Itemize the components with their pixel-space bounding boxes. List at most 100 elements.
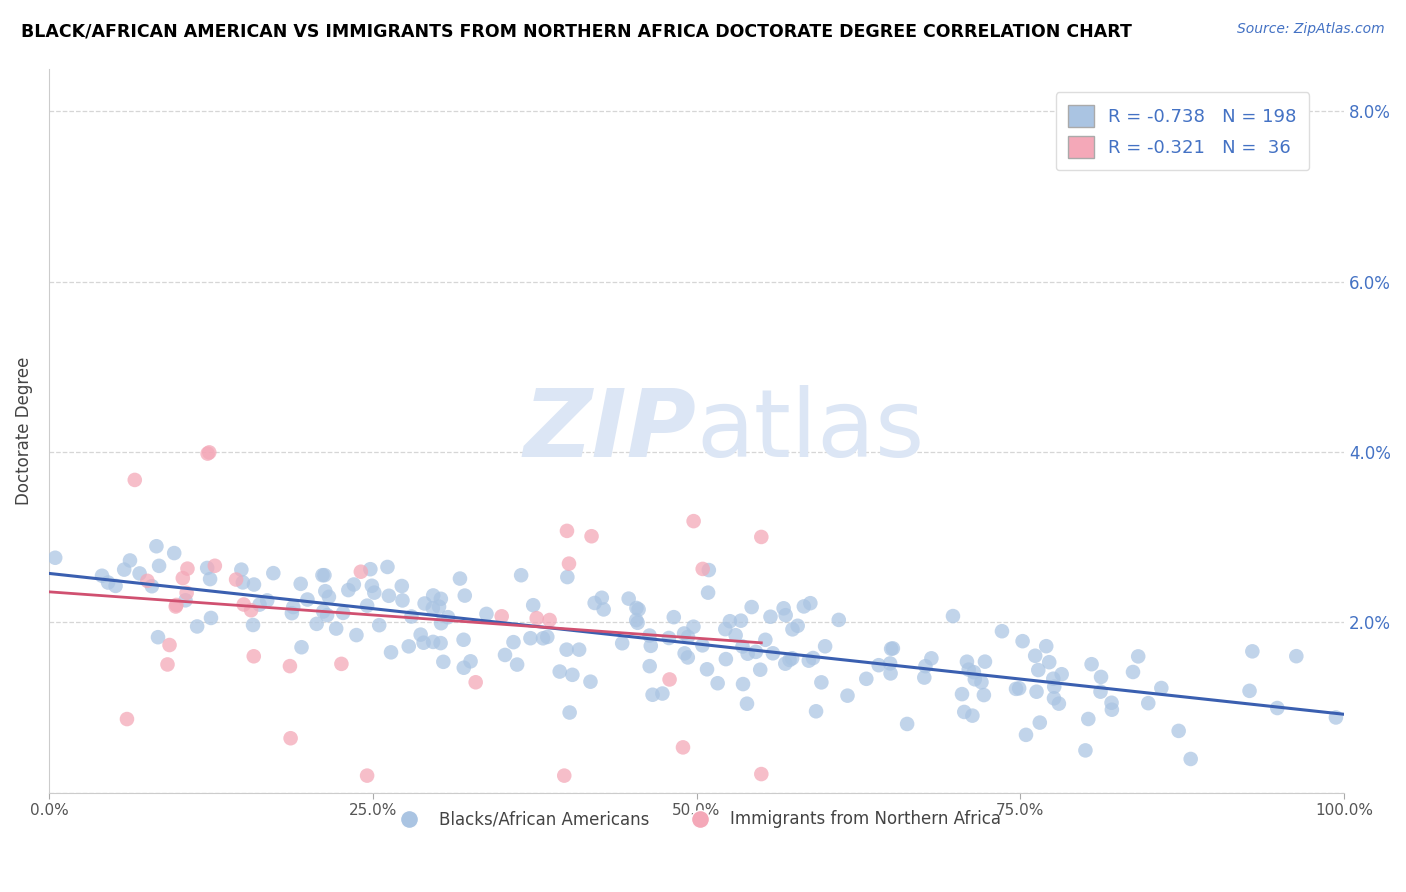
Point [429, 636, 451, 650]
Point [1077, 712, 1099, 726]
Point [172, 571, 194, 585]
Point [1015, 728, 1038, 742]
Point [128, 566, 150, 581]
Point [912, 671, 935, 685]
Point [555, 524, 578, 538]
Point [356, 599, 378, 613]
Point [855, 672, 877, 686]
Point [460, 654, 482, 668]
Point [380, 645, 402, 659]
Point [312, 605, 335, 619]
Point [391, 593, 413, 607]
Point [163, 546, 186, 560]
Point [1024, 648, 1046, 663]
Point [676, 650, 699, 665]
Point [779, 653, 801, 667]
Point [810, 675, 832, 690]
Point [682, 514, 704, 528]
Point [1285, 649, 1308, 664]
Point [627, 602, 650, 616]
Point [1029, 715, 1052, 730]
Point [737, 647, 759, 661]
Point [1150, 681, 1173, 695]
Point [1025, 684, 1047, 698]
Point [627, 615, 650, 630]
Point [297, 592, 319, 607]
Point [280, 731, 302, 746]
Point [449, 572, 471, 586]
Point [973, 688, 995, 702]
Point [316, 608, 339, 623]
Point [454, 589, 477, 603]
Point [243, 577, 266, 591]
Point [914, 659, 936, 673]
Point [526, 611, 548, 625]
Point [148, 558, 170, 573]
Point [141, 579, 163, 593]
Point [640, 639, 662, 653]
Point [662, 610, 685, 624]
Point [311, 568, 333, 582]
Point [673, 626, 696, 640]
Point [1167, 723, 1189, 738]
Point [398, 640, 420, 654]
Point [1035, 639, 1057, 653]
Point [1122, 665, 1144, 679]
Point [522, 598, 544, 612]
Point [281, 606, 304, 620]
Point [510, 568, 533, 582]
Point [658, 631, 681, 645]
Point [401, 609, 423, 624]
Point [793, 599, 815, 614]
Point [432, 655, 454, 669]
Point [772, 601, 794, 615]
Point [494, 648, 516, 662]
Point [801, 651, 824, 665]
Point [112, 563, 135, 577]
Point [422, 589, 444, 603]
Point [1074, 743, 1097, 757]
Point [200, 611, 222, 625]
Point [775, 608, 797, 623]
Point [963, 673, 986, 687]
Point [676, 630, 699, 644]
Point [368, 618, 391, 632]
Point [506, 657, 529, 672]
Point [754, 632, 776, 647]
Point [696, 662, 718, 676]
Point [880, 641, 903, 656]
Point [242, 618, 264, 632]
Point [256, 593, 278, 607]
Point [682, 620, 704, 634]
Point [879, 666, 901, 681]
Point [453, 661, 475, 675]
Point [1180, 752, 1202, 766]
Point [198, 445, 221, 459]
Point [991, 624, 1014, 639]
Text: ZIP: ZIP [523, 384, 696, 476]
Point [749, 767, 772, 781]
Point [118, 553, 141, 567]
Point [741, 600, 763, 615]
Point [592, 602, 614, 616]
Point [957, 663, 980, 677]
Point [44, 550, 66, 565]
Point [240, 603, 263, 617]
Point [558, 557, 581, 571]
Point [731, 677, 754, 691]
Point [583, 596, 606, 610]
Point [828, 613, 851, 627]
Point [1043, 691, 1066, 706]
Point [290, 577, 312, 591]
Point [797, 654, 820, 668]
Point [283, 600, 305, 615]
Point [305, 616, 328, 631]
Point [346, 628, 368, 642]
Point [638, 659, 661, 673]
Point [531, 632, 554, 646]
Point [231, 563, 253, 577]
Point [197, 447, 219, 461]
Point [437, 610, 460, 624]
Point [176, 586, 198, 600]
Point [165, 599, 187, 614]
